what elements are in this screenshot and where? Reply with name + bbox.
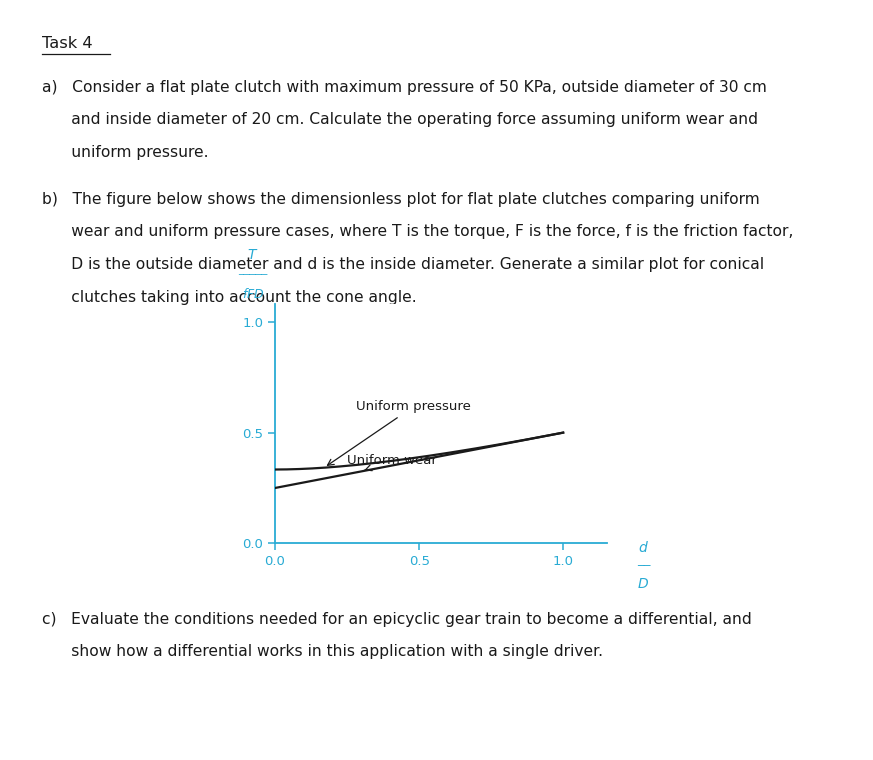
Text: b)   The figure below shows the dimensionless plot for flat plate clutches compa: b) The figure below shows the dimensionl… — [42, 192, 760, 207]
Text: uniform pressure.: uniform pressure. — [42, 145, 209, 160]
Text: $fFD$: $fFD$ — [242, 287, 265, 301]
Text: and inside diameter of 20 cm. Calculate the operating force assuming uniform wea: and inside diameter of 20 cm. Calculate … — [42, 112, 758, 128]
Text: D is the outside diameter and d is the inside diameter. Generate a similar plot : D is the outside diameter and d is the i… — [42, 257, 764, 272]
Text: $T$: $T$ — [247, 249, 259, 262]
Text: wear and uniform pressure cases, where T is the torque, F is the force, f is the: wear and uniform pressure cases, where T… — [42, 224, 794, 239]
Text: ──: ── — [636, 559, 650, 570]
Text: a)   Consider a flat plate clutch with maximum pressure of 50 KPa, outside diame: a) Consider a flat plate clutch with max… — [42, 80, 766, 95]
Text: $d$: $d$ — [638, 540, 649, 555]
Text: show how a differential works in this application with a single driver.: show how a differential works in this ap… — [42, 644, 603, 660]
Text: Uniform wear: Uniform wear — [347, 454, 437, 470]
Text: $D$: $D$ — [637, 577, 650, 591]
Text: Uniform pressure: Uniform pressure — [327, 401, 471, 465]
Text: c)   Evaluate the conditions needed for an epicyclic gear train to become a diff: c) Evaluate the conditions needed for an… — [42, 612, 752, 627]
Text: clutches taking into account the cone angle.: clutches taking into account the cone an… — [42, 290, 416, 305]
Text: Task 4: Task 4 — [42, 36, 93, 52]
Text: ─────: ───── — [238, 270, 268, 280]
